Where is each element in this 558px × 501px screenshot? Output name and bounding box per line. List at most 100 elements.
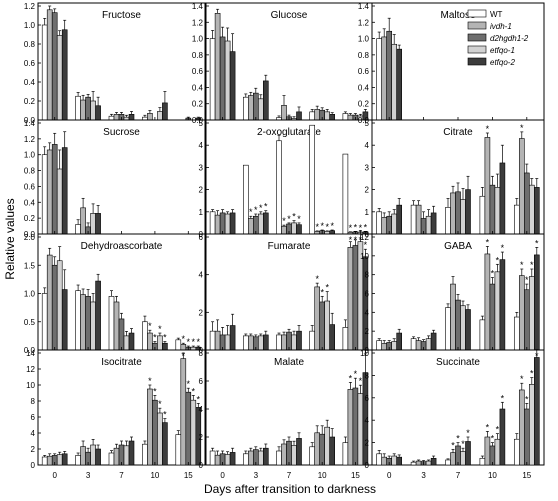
y-tick-label: 1.2 [358, 18, 370, 27]
significance-star: * [466, 428, 470, 438]
panel-title: Dehydroascorbate [81, 241, 163, 252]
bar-wt-day-3 [243, 453, 249, 466]
bar-etfqo-1-day-7 [123, 445, 130, 466]
bar-wt-day-15 [513, 438, 520, 466]
significance-star: * [501, 393, 505, 403]
bar-etfqo-1-day-10 [157, 412, 163, 466]
panel-fructose: 0.0 0.2 0.4 0.6 0.8 1.0 1.2 Fructose [24, 2, 206, 125]
bar-wt-day-10 [309, 111, 316, 121]
y-tick-label: 10 [26, 381, 35, 390]
bar-d2hgdh1-2-day-10 [489, 184, 496, 235]
y-tick-label: 2 [199, 308, 204, 317]
bar-ivdh-1-day-3 [248, 95, 254, 121]
bar-etfqo-1-day-0 [391, 43, 398, 121]
bar-ivdh-1-day-15 [518, 389, 525, 466]
significance-star: * [520, 374, 524, 384]
x-axis-label: Days after transition to darkness [204, 482, 376, 496]
bar-ivdh-1-day-7 [113, 301, 120, 351]
bar-etfqo-1-day-3 [425, 215, 432, 235]
x-tick-label: 3 [86, 471, 91, 480]
bar-etfqo-2-day-0 [396, 332, 403, 351]
significance-star: * [461, 439, 465, 449]
bar-d2hgdh1-2-day-0 [51, 264, 58, 351]
bar-etfqo-2-day-0 [396, 48, 403, 121]
bar-wt-day-15 [175, 339, 182, 351]
significance-star: * [349, 373, 353, 383]
bar-etfqo-1-day-10 [324, 300, 331, 351]
bar-wt-day-15 [342, 113, 349, 121]
bar-etfqo-1-day-7 [460, 451, 466, 466]
y-tick-label: 0.0 [24, 346, 36, 355]
panels-layer: 0.00.20.40.60.81.01.2Fructose0.00.20.40.… [24, 2, 545, 480]
bar-d2hgdh1-2-day-7 [455, 299, 461, 351]
panel-title: Succinate [436, 357, 480, 368]
y-tick-label: 0 [365, 461, 370, 470]
bar-wt-day-0 [209, 38, 216, 121]
bar-ivdh-1-day-15 [518, 138, 525, 235]
x-tick-label: 7 [456, 471, 461, 480]
bar-etfqo-1-day-3 [425, 338, 432, 351]
y-tick-label: 12 [360, 233, 369, 242]
bar-wt-day-15 [342, 153, 349, 235]
legend-swatch-etfqo-1 [467, 45, 487, 54]
bar-wt-day-3 [243, 335, 249, 351]
significance-star: * [325, 222, 329, 232]
bar-wt-day-7 [445, 307, 451, 351]
panel-title: GABA [444, 241, 472, 252]
significance-star: * [486, 124, 490, 134]
x-tick-label: 15 [522, 471, 531, 480]
significance-star: * [364, 240, 368, 250]
y-tick-label: 6 [199, 233, 204, 242]
y-tick-label: 1.0 [24, 151, 36, 160]
bar-wt-day-10 [479, 195, 486, 235]
bar-etfqo-1-day-10 [324, 111, 331, 121]
bar-etfqo-1-day-0 [391, 455, 398, 466]
panel-title: Sucrose [103, 127, 140, 138]
legend-label-wt: WT [490, 10, 503, 19]
bar-etfqo-2-day-10 [329, 114, 336, 121]
bar-etfqo-1-day-7 [123, 335, 130, 351]
bar-etfqo-2-day-7 [465, 309, 471, 351]
significance-star: * [535, 351, 539, 361]
bar-etfqo-2-day-7 [465, 441, 471, 466]
bar-etfqo-1-day-10 [157, 335, 163, 351]
bar-etfqo-2-day-3 [262, 212, 269, 235]
bar-etfqo-1-day-10 [494, 187, 501, 235]
significance-star: * [259, 203, 263, 213]
x-tick-label: 15 [184, 471, 193, 480]
significance-star: * [282, 216, 286, 226]
y-tick-label: 0.4 [358, 83, 370, 92]
y-tick-label: 1.0 [24, 21, 36, 30]
bar-ivdh-1-day-10 [147, 332, 153, 351]
significance-star: * [364, 351, 368, 361]
bar-etfqo-2-day-0 [229, 325, 236, 351]
bar-wt-day-3 [410, 338, 417, 351]
significance-star: * [187, 337, 191, 347]
bar-wt-day-3 [75, 290, 81, 351]
bar-etfqo-2-day-10 [329, 436, 336, 466]
significance-star: * [163, 333, 167, 343]
significance-star: * [158, 324, 162, 334]
bar-ivdh-1-day-3 [415, 340, 422, 351]
y-tick-label: 3 [199, 163, 204, 172]
significance-star: * [254, 205, 258, 215]
y-tick-label: 1.0 [24, 290, 36, 299]
bar-etfqo-2-day-7 [128, 114, 135, 121]
panel-title: Isocitrate [101, 357, 142, 368]
y-tick-label: 6 [31, 413, 36, 422]
bar-etfqo-2-day-7 [128, 332, 135, 351]
bar-etfqo-1-day-0 [224, 40, 231, 121]
bar-ivdh-1-day-10 [314, 286, 321, 351]
bar-wt-day-3 [243, 96, 249, 121]
y-tick-label: 8 [365, 271, 370, 280]
y-tick-label: 0.5 [24, 318, 36, 327]
bar-d2hgdh1-2-day-15 [352, 387, 359, 466]
y-tick-label: 0.4 [192, 83, 204, 92]
y-tick-label: 1.0 [358, 35, 370, 44]
panel-title: Glucose [271, 10, 308, 21]
bar-wt-day-3 [75, 95, 81, 121]
bar-etfqo-1-day-0 [56, 260, 63, 351]
bar-ivdh-1-day-7 [281, 443, 287, 466]
bar-etfqo-2-day-7 [296, 224, 302, 235]
